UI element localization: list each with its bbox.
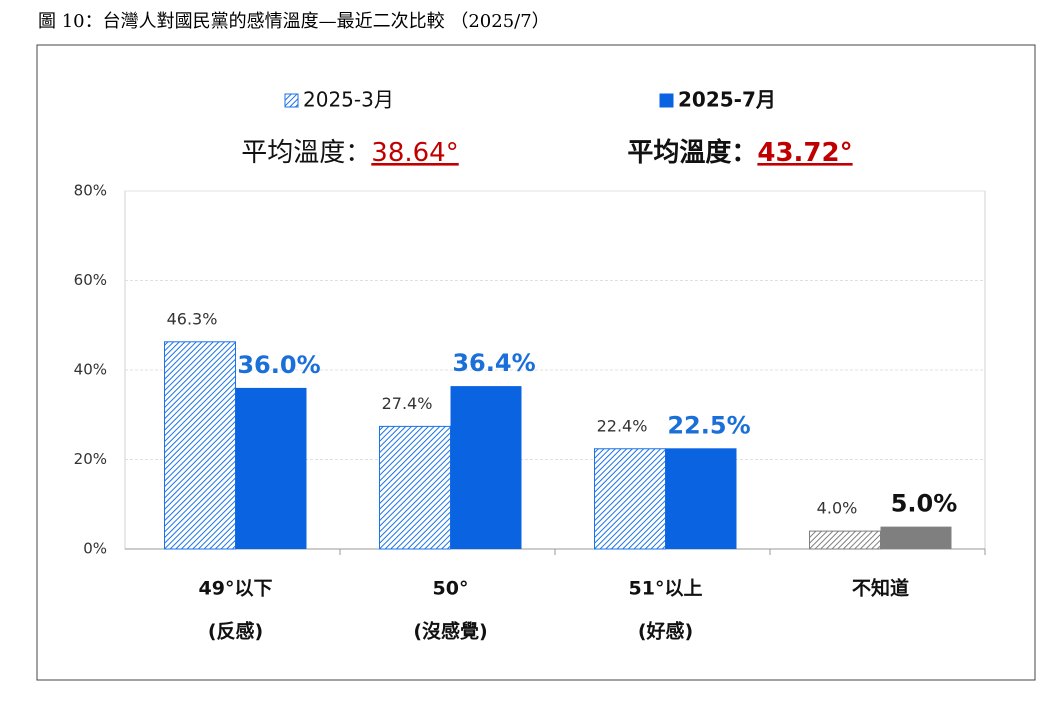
value-label: 36.0%	[237, 351, 320, 379]
bar	[594, 448, 666, 550]
bar	[880, 526, 952, 549]
y-tick-label: 60%	[74, 271, 107, 289]
average-text: 平均溫度：38.64°	[241, 138, 458, 168]
bar	[665, 448, 737, 549]
legend-label: 2025-7月	[678, 88, 776, 112]
value-label: 36.4%	[452, 349, 535, 377]
legend-swatch	[284, 93, 299, 108]
average-value: 38.64°	[371, 138, 458, 168]
x-tick-label: (反感)	[208, 620, 263, 643]
value-label: 27.4%	[382, 394, 433, 413]
bar	[164, 341, 236, 550]
y-tick-label: 80%	[74, 182, 107, 200]
bar	[379, 425, 451, 550]
value-label: 22.5%	[667, 411, 750, 439]
x-tick-label: (好感)	[638, 620, 693, 643]
x-tick-label: 50°	[433, 578, 469, 600]
legend-label: 2025-3月	[303, 88, 394, 112]
x-tick-label: 51°以上	[629, 578, 703, 600]
frame	[36, 44, 1036, 681]
average-label: 平均溫度：	[627, 137, 757, 168]
average-text: 平均溫度：43.72°	[627, 137, 852, 168]
bar	[450, 386, 522, 549]
value-label: 46.3%	[167, 309, 218, 328]
x-tick-label: 不知道	[852, 577, 909, 600]
y-tick-label: 40%	[74, 361, 107, 379]
average-value: 43.72°	[757, 138, 852, 168]
x-tick-label: 49°以下	[199, 578, 273, 600]
x-tick-label: (沒感覺)	[413, 620, 487, 643]
chart-title: 圖 10：台灣人對國民黨的感情溫度—最近二次比較 （2025/7）	[38, 11, 550, 32]
y-tick-label: 0%	[83, 540, 107, 558]
bar	[809, 530, 881, 550]
value-label: 22.4%	[597, 416, 648, 435]
value-label: 4.0%	[817, 499, 858, 518]
y-tick-label: 20%	[74, 450, 107, 468]
average-label: 平均溫度：	[241, 138, 371, 168]
value-label: 5.0%	[891, 490, 958, 518]
legend-swatch	[659, 93, 674, 108]
bar	[235, 387, 307, 549]
